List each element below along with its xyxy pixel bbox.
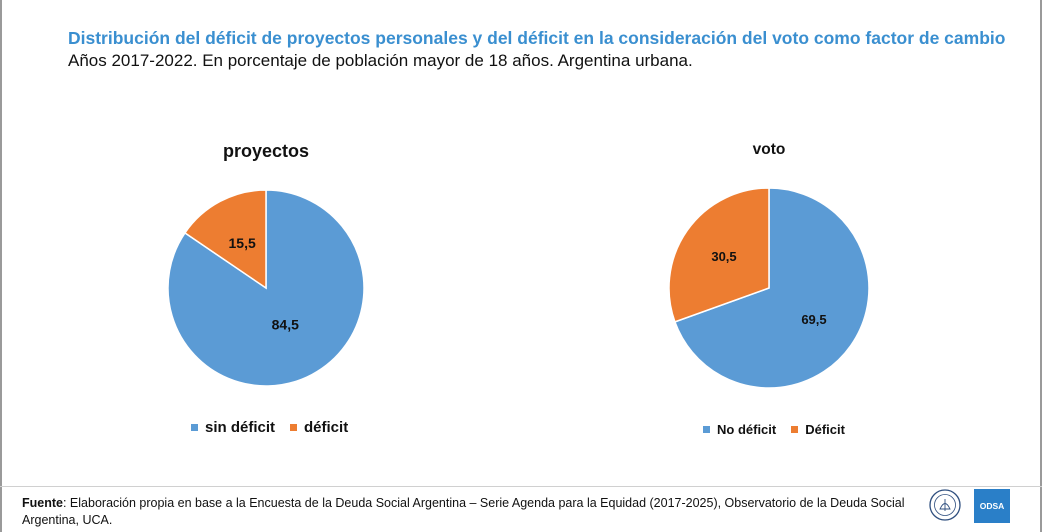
data-label: 15,5 (229, 235, 256, 251)
legend-item-sin-deficit: sin déficit (191, 419, 275, 436)
pie-chart-proyectos: 84,5 15,5 (167, 189, 365, 387)
chart-title-voto: voto (752, 141, 786, 158)
legend-item-deficit: déficit (290, 419, 348, 436)
legend-item-no-deficit: No déficit (703, 422, 776, 437)
source-note: Fuente: Elaboración propia en base a la … (22, 495, 922, 529)
figure-title: Distribución del déficit de proyectos pe… (68, 28, 1006, 48)
legend-voto: No déficit Déficit (703, 422, 845, 437)
legend-proyectos: sin déficit déficit (191, 419, 348, 436)
frame-right-border (1040, 0, 1042, 532)
source-label: Fuente (22, 496, 63, 510)
data-label: 30,5 (711, 249, 736, 264)
legend-label: sin déficit (205, 419, 276, 436)
pie-slice-orange (668, 187, 770, 323)
data-label: 84,5 (272, 316, 299, 332)
legend-swatch-orange (791, 426, 799, 433)
legend-label: Déficit (805, 422, 845, 437)
data-label: 69,5 (801, 312, 826, 327)
odsa-logo: ODSA (974, 489, 1010, 523)
chart-title-proyectos: proyectos (222, 141, 310, 161)
source-text: : Elaboración propia en base a la Encues… (22, 496, 905, 527)
legend-swatch-orange (290, 424, 298, 431)
figure-subtitle: Años 2017-2022. En porcentaje de poblaci… (68, 51, 693, 70)
legend-swatch-blue (191, 424, 198, 431)
legend-swatch-blue (703, 426, 710, 433)
uca-seal-icon (929, 489, 961, 521)
legend-label: déficit (304, 419, 349, 436)
pie-chart-voto: 69,5 30,5 (668, 187, 870, 389)
footer-divider (0, 486, 1042, 487)
frame-left-border (0, 0, 2, 532)
pie-slice-orange (183, 189, 267, 290)
legend-label: No déficit (717, 422, 777, 437)
pie-slice-blue (673, 187, 870, 389)
legend-item-deficit: Déficit (791, 422, 845, 437)
